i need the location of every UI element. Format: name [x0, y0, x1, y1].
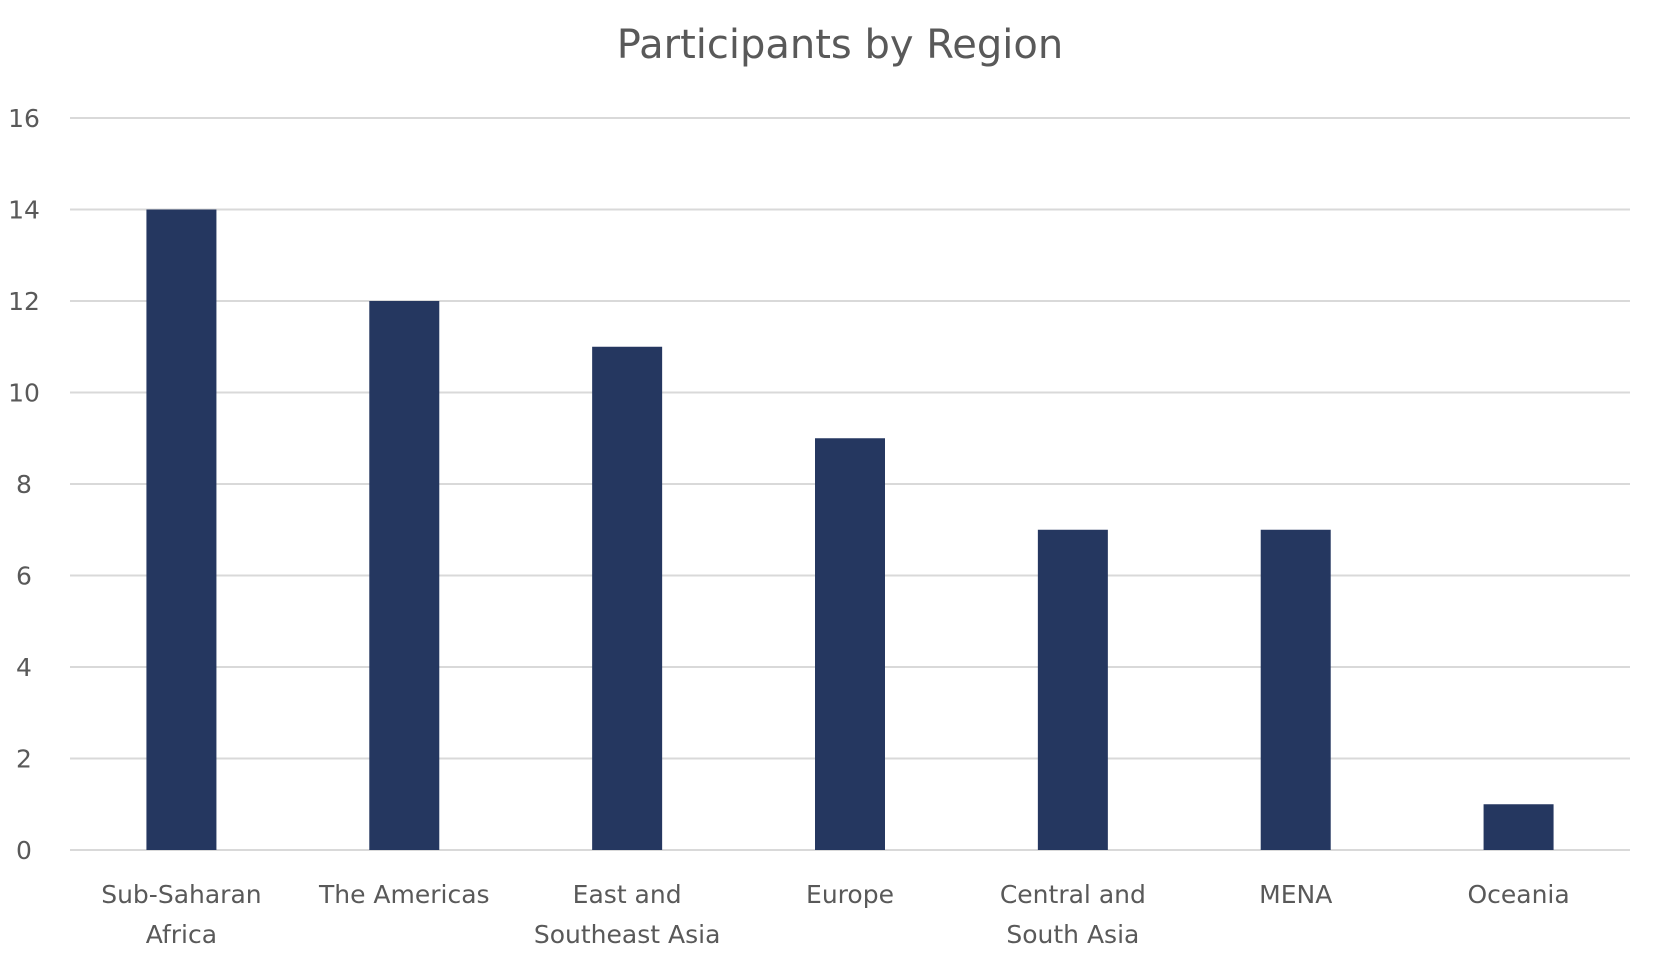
bar-3: [815, 438, 885, 850]
x-category-label-line: Sub-Saharan: [101, 880, 261, 909]
y-tick-label-4: 4: [16, 653, 32, 682]
x-category-label-line: Southeast Asia: [534, 920, 721, 949]
x-category-label-line: Europe: [806, 880, 894, 909]
bar-1: [369, 301, 440, 850]
x-category-label-2: East and Southeast Asia: [534, 880, 721, 949]
x-category-label-line: Oceania: [1467, 880, 1569, 909]
x-category-label-line: East and: [573, 880, 682, 909]
x-category-label-line: South Asia: [1006, 920, 1139, 949]
x-category-label-6: Oceania: [1467, 880, 1569, 909]
y-tick-label-8: 8: [16, 470, 32, 499]
bar-5: [1260, 529, 1331, 850]
x-category-label-4: Central and South Asia: [1000, 880, 1146, 949]
y-tick-label-14: 14: [8, 196, 40, 225]
y-tick-label-10: 10: [8, 379, 40, 408]
x-category-label-3: Europe: [806, 880, 894, 909]
x-category-label-line: The Americas: [318, 880, 490, 909]
y-tick-label-12: 12: [8, 287, 40, 316]
x-category-label-0: Sub-Saharan Africa: [101, 880, 261, 949]
bar-2: [592, 346, 663, 850]
bars: [146, 209, 1554, 850]
x-category-label-line: Africa: [146, 920, 217, 949]
chart-title: Participants by Region: [617, 22, 1063, 68]
y-tick-label-6: 6: [16, 562, 32, 591]
y-tick-label-16: 16: [8, 104, 40, 133]
x-category-label-line: MENA: [1259, 880, 1332, 909]
x-category-label-line: Central and: [1000, 880, 1146, 909]
y-tick-label-0: 0: [16, 836, 32, 865]
x-category-label-1: The Americas: [318, 880, 490, 909]
bar-4: [1037, 529, 1108, 850]
bar-6: [1483, 804, 1554, 850]
x-category-label-5: MENA: [1259, 880, 1332, 909]
y-axis-tick-labels: 0 2 4 6 8 10 12 14 16: [8, 104, 40, 865]
bar-0: [146, 209, 217, 850]
x-axis-category-labels: Sub-Saharan Africa The Americas East and Sou…: [101, 880, 1569, 949]
y-tick-label-2: 2: [16, 745, 32, 774]
